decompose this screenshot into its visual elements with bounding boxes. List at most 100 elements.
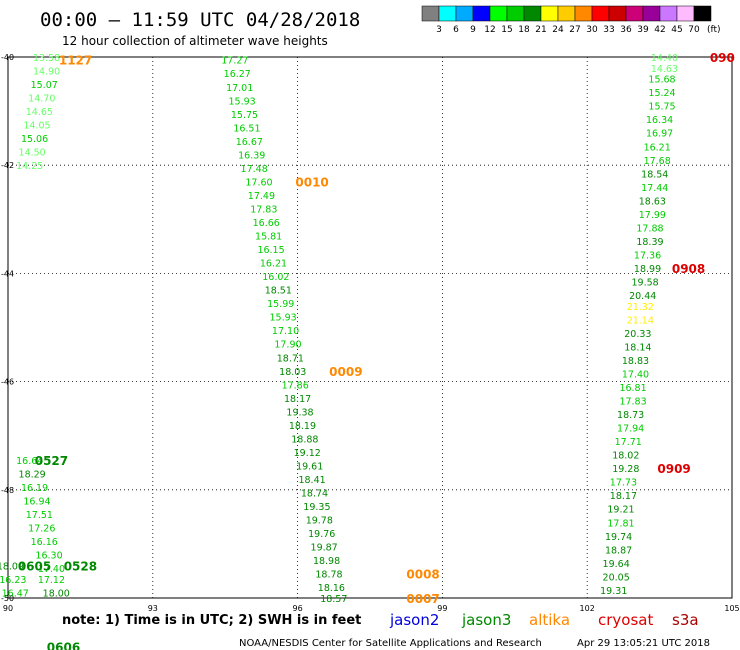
pass-time-label: 0007: [406, 592, 439, 606]
wave-height-label: 17.36: [634, 250, 661, 261]
colorbar-swatch: [523, 5, 542, 22]
wave-height-label: 19.61: [296, 461, 323, 472]
x-tick-label: 93: [148, 604, 158, 613]
colorbar-tick-label: 12: [484, 25, 495, 35]
wave-height-label: 16.02: [262, 272, 289, 283]
colorbar-swatch: [693, 5, 712, 22]
colorbar-swatch: [506, 5, 525, 22]
wave-height-label: 15.81: [255, 232, 282, 243]
wave-height-label: 18.71: [277, 353, 304, 364]
wave-height-label: 18.54: [641, 169, 668, 180]
grid-lines: [8, 57, 732, 598]
pass-time-label: 0909: [657, 462, 690, 476]
wave-height-label: 16.94: [23, 497, 50, 508]
wave-height-label: 20.05: [603, 572, 630, 583]
wave-height-label: 14.70: [28, 94, 55, 105]
colorbar-tick-label: 24: [552, 25, 564, 35]
wave-height-label: 17.60: [245, 177, 272, 188]
wave-height-label: 14.05: [23, 121, 50, 132]
wave-height-label: 17.40: [622, 369, 649, 380]
colorbar-tick-label: 3: [436, 25, 442, 35]
data-labels: 13.58 14.90 15.07 14.70 14.65 14.05 15.06 14.50…: [0, 53, 678, 605]
wave-height-label: 18.99: [634, 264, 661, 275]
wave-height-label: 17.83: [250, 204, 277, 215]
wave-height-label: 19.28: [612, 464, 639, 475]
wave-height-label: 17.88: [636, 223, 663, 234]
wave-height-label: 16.81: [619, 383, 646, 394]
wave-height-label: 18.29: [19, 470, 46, 481]
pass-time-label: 090: [710, 51, 735, 65]
wave-height-label: 15.24: [648, 88, 675, 99]
time-labels: 1127 0010 0009 0008 0007 090 0908 0909 0527 0528 0…: [18, 51, 735, 650]
colorbar-tick-label: 27: [569, 25, 580, 35]
wave-height-label: 19.74: [605, 532, 632, 543]
axis-ticks: 90 93 96 99 102 105 -40 -42 -44 -46 -48 -50: [1, 53, 740, 613]
wave-height-label: 18.63: [639, 196, 666, 207]
wave-height-label: 16.16: [31, 537, 58, 548]
x-tick-label: 90: [3, 604, 13, 613]
wave-height-label: 14.50: [19, 148, 46, 159]
wave-height-label: 18.74: [301, 489, 328, 500]
wave-height-label: 17.10: [272, 326, 299, 337]
wave-height-label: 19.76: [308, 529, 335, 540]
colorbar-swatch: [608, 5, 627, 22]
wave-height-label: 17.44: [641, 183, 668, 194]
colorbar-tick-label: 45: [671, 25, 682, 35]
wave-height-label: 15.93: [228, 96, 255, 107]
colorbar-tick-label: 6: [453, 25, 459, 35]
wave-height-label: 18.39: [636, 237, 663, 248]
colorbar-swatch: [625, 5, 644, 22]
wave-height-label: 18.98: [313, 556, 340, 567]
wave-height-label: 18.41: [298, 475, 325, 486]
wave-height-label: 18.02: [612, 451, 639, 462]
wave-height-label: 15.75: [648, 102, 675, 113]
colorbar-tick-label: 33: [603, 25, 614, 35]
colorbar-legend: 3 6 9 12 15 18 21 24 27 30 33 36 39 42 45 70 (ft): [421, 5, 721, 35]
wave-height-label: 17.26: [28, 524, 55, 535]
colorbar-tick-label: 36: [620, 25, 632, 35]
wave-height-label: 19.12: [294, 448, 321, 459]
colorbar-tick-label: 42: [654, 25, 665, 35]
y-tick-label: -42: [1, 161, 14, 170]
legend-jason3: jason3: [461, 611, 511, 629]
wave-height-label: 15.75: [231, 110, 258, 121]
wave-height-label: 14.25: [16, 161, 43, 172]
plot-frame: [7, 56, 733, 599]
colorbar-swatch: [438, 5, 457, 22]
x-tick-label: 105: [724, 604, 739, 613]
wave-height-label: 17.83: [619, 397, 646, 408]
wave-height-label: 16.39: [238, 150, 265, 161]
wave-height-label: 20.44: [629, 291, 656, 302]
wave-height-label: 14.65: [26, 107, 53, 118]
wave-height-label: 17.90: [274, 340, 301, 351]
colorbar-tick-label: 21: [535, 25, 546, 35]
footer-timestamp: Apr 29 13:05:21 UTC 2018: [577, 638, 710, 649]
wave-height-label: 16.30: [35, 551, 62, 562]
wave-height-label: 18.17: [284, 394, 311, 405]
y-tick-label: -40: [1, 53, 14, 62]
wave-height-label: 18.03: [279, 367, 306, 378]
pass-time-label: 0528: [64, 560, 97, 574]
wave-height-label: 17.94: [617, 424, 644, 435]
wave-height-label: 17.48: [241, 164, 268, 175]
legend-s3a: s3a: [672, 611, 699, 629]
satellite-legend: jason2 jason3 altika cryosat s3a: [389, 611, 699, 629]
legend-cryosat: cryosat: [598, 611, 653, 629]
y-tick-label: -46: [1, 378, 14, 387]
wave-height-label: 19.31: [600, 586, 627, 597]
colorbar-swatch: [659, 5, 678, 22]
wave-height-label: 17.73: [610, 478, 637, 489]
wave-height-label: 19.78: [306, 516, 333, 527]
legend-jason2: jason2: [389, 611, 439, 629]
colorbar-tick-label: 18: [518, 25, 530, 35]
wave-height-label: 16.64: [16, 456, 43, 467]
wave-height-label: 17.86: [282, 380, 309, 391]
wave-height-label: 14.63: [651, 64, 678, 75]
chart-title: 00:00 – 11:59 UTC 04/28/2018: [40, 9, 360, 31]
wave-height-label: 18.83: [622, 356, 649, 367]
legend-altika: altika: [529, 611, 570, 629]
wave-height-label: 17.51: [26, 510, 53, 521]
colorbar-swatch: [574, 5, 593, 22]
wave-height-label: 14.90: [33, 67, 60, 78]
wave-height-label: 13.58: [33, 53, 60, 64]
